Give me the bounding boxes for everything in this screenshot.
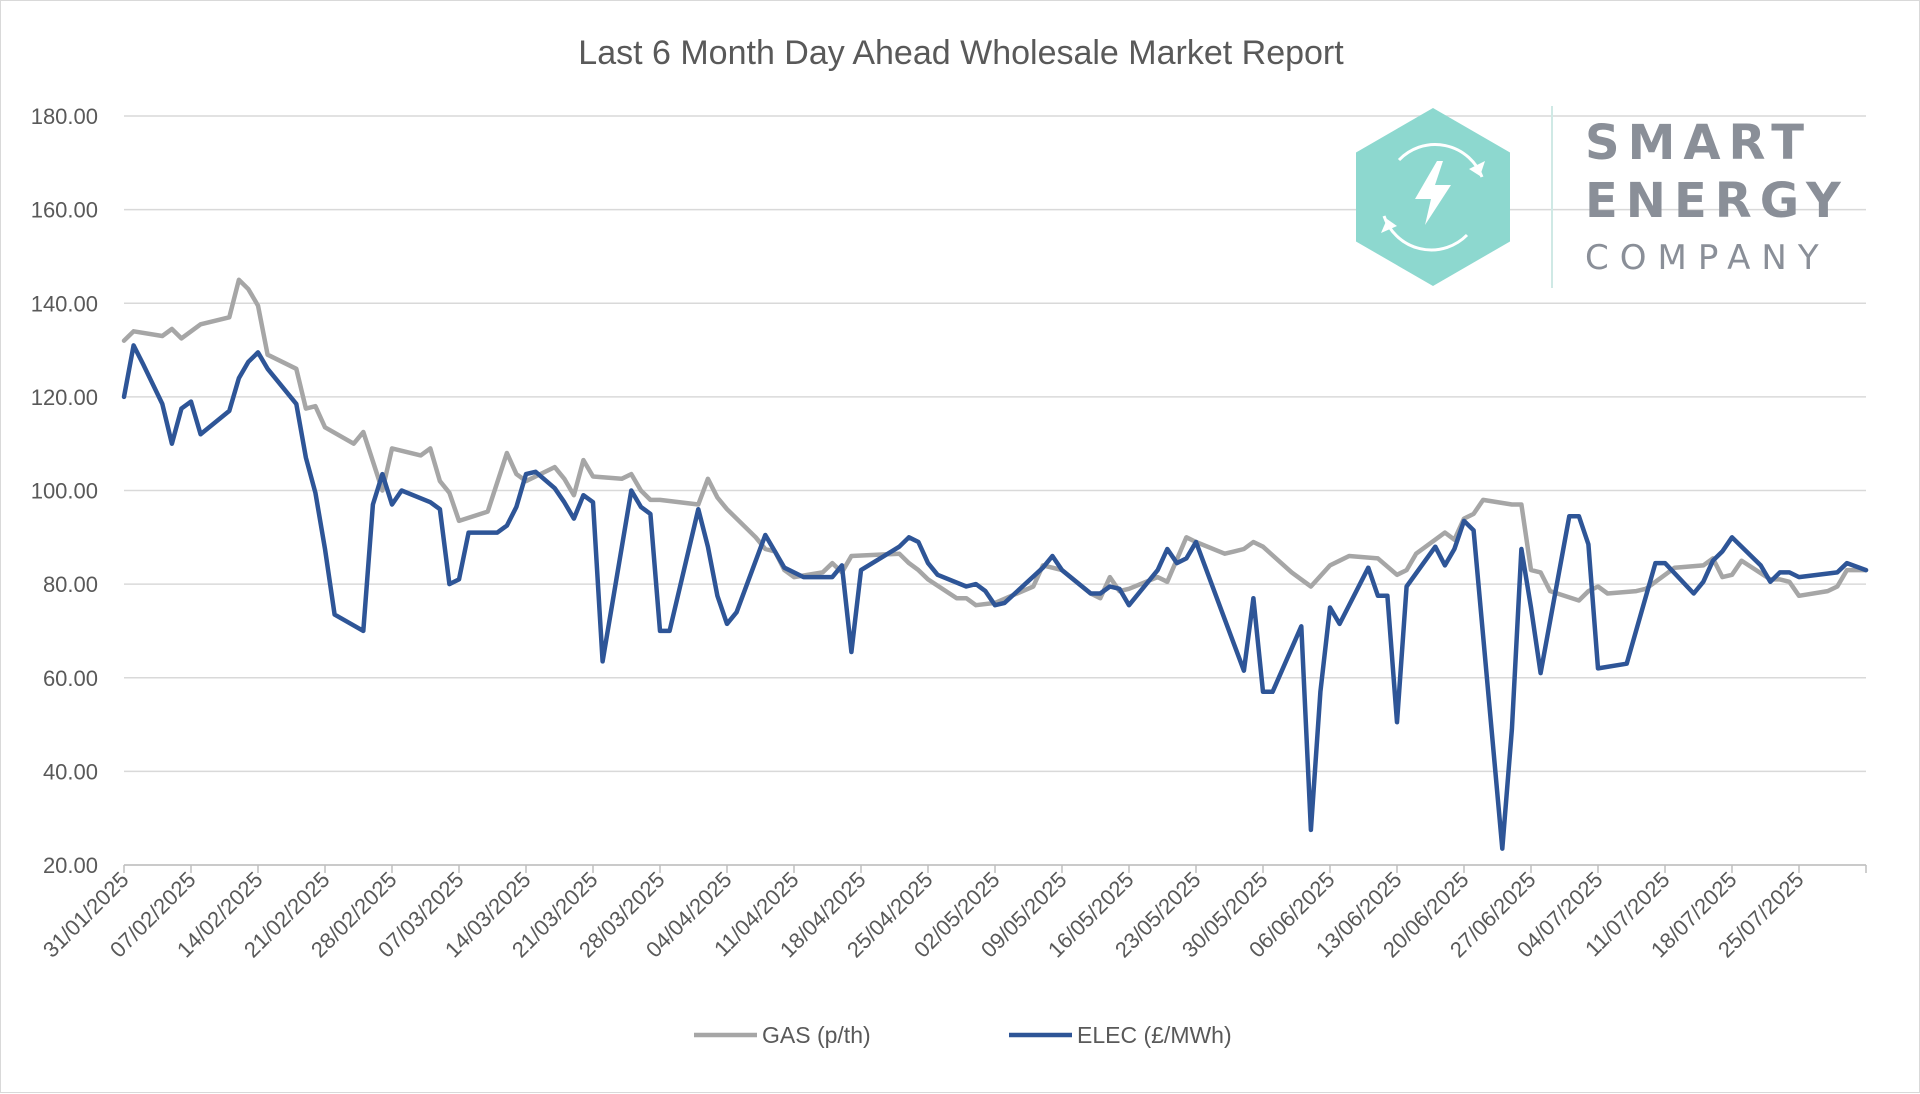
y-tick-label: 180.00 xyxy=(31,104,98,129)
y-axis-ticks: 20.00 40.00 60.00 80.00 100.00 120.00 140.00 16… xyxy=(31,104,98,878)
logo-word-smart: SMART xyxy=(1585,115,1812,171)
series-lines xyxy=(121,277,1869,851)
y-tick-label: 40.00 xyxy=(43,759,98,784)
gas-series-line xyxy=(121,277,1869,608)
elec-series-line xyxy=(121,343,1869,851)
y-tick-label: 120.00 xyxy=(31,385,98,410)
logo-word-company: COMPANY xyxy=(1585,238,1830,278)
y-tick-label: 160.00 xyxy=(31,198,98,223)
x-axis-ticks: 31/01/202507/02/202514/02/202521/02/2025… xyxy=(38,865,1867,962)
legend: GAS (p/th) ELEC (£/MWh) xyxy=(694,1022,1232,1048)
smart-energy-logo: SMART ENERGY COMPANY xyxy=(1356,106,1849,288)
logo-word-energy: ENERGY xyxy=(1585,173,1849,229)
y-tick-label: 20.00 xyxy=(43,853,98,878)
legend-label-elec: ELEC (£/MWh) xyxy=(1077,1022,1232,1048)
legend-label-gas: GAS (p/th) xyxy=(762,1022,871,1048)
chart-title: Last 6 Month Day Ahead Wholesale Market … xyxy=(578,34,1344,72)
y-tick-label: 80.00 xyxy=(43,572,98,597)
y-tick-label: 100.00 xyxy=(31,479,98,504)
gridlines xyxy=(124,115,1866,866)
y-tick-label: 60.00 xyxy=(43,666,98,691)
y-tick-label: 140.00 xyxy=(31,291,98,316)
lightning-cycle-icon xyxy=(1381,143,1485,252)
